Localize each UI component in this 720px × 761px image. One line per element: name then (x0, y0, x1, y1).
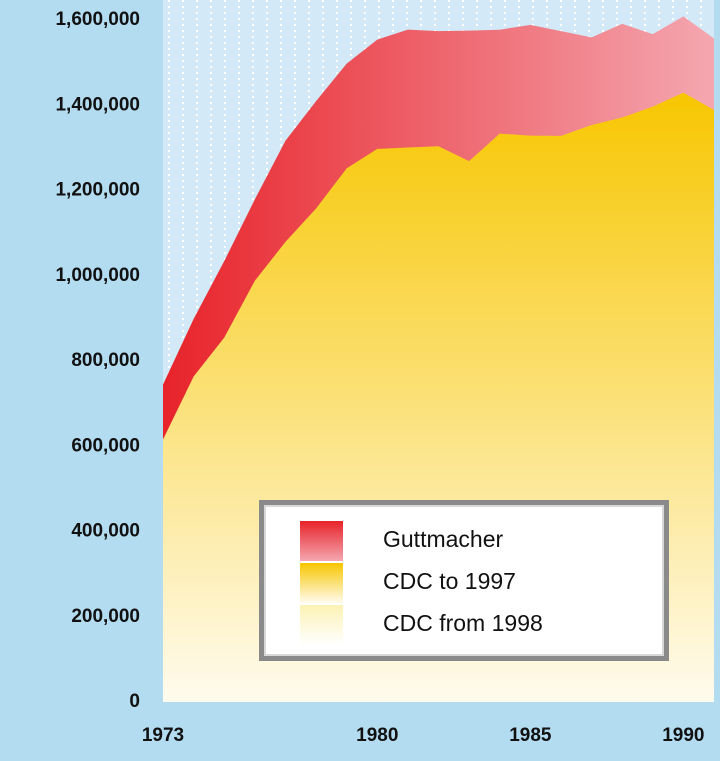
legend-label: CDC from 1998 (383, 610, 543, 636)
x-tick-label: 1990 (662, 725, 704, 746)
legend: Guttmacher CDC to 1997 CDC from 1998 (259, 500, 669, 661)
y-tick-label: 0 (129, 691, 140, 712)
legend-swatch (300, 605, 343, 645)
y-tick-label: 1,200,000 (55, 180, 140, 201)
legend-label: CDC to 1997 (383, 568, 516, 594)
y-tick-label: 800,000 (71, 350, 140, 371)
legend-swatch (300, 563, 343, 603)
x-tick-label: 1980 (356, 725, 398, 746)
x-tick-label: 1985 (509, 725, 552, 746)
y-tick-label: 1,000,000 (55, 265, 140, 286)
y-tick-label: 400,000 (71, 521, 140, 542)
legend-swatch (300, 521, 343, 561)
legend-bevel (264, 505, 664, 656)
y-tick-label: 200,000 (71, 606, 140, 627)
y-tick-label: 600,000 (71, 435, 140, 456)
x-tick-label: 1973 (142, 725, 184, 746)
legend-label: Guttmacher (383, 526, 503, 552)
y-tick-label: 1,400,000 (55, 94, 140, 115)
y-tick-label: 1,600,000 (55, 9, 140, 30)
